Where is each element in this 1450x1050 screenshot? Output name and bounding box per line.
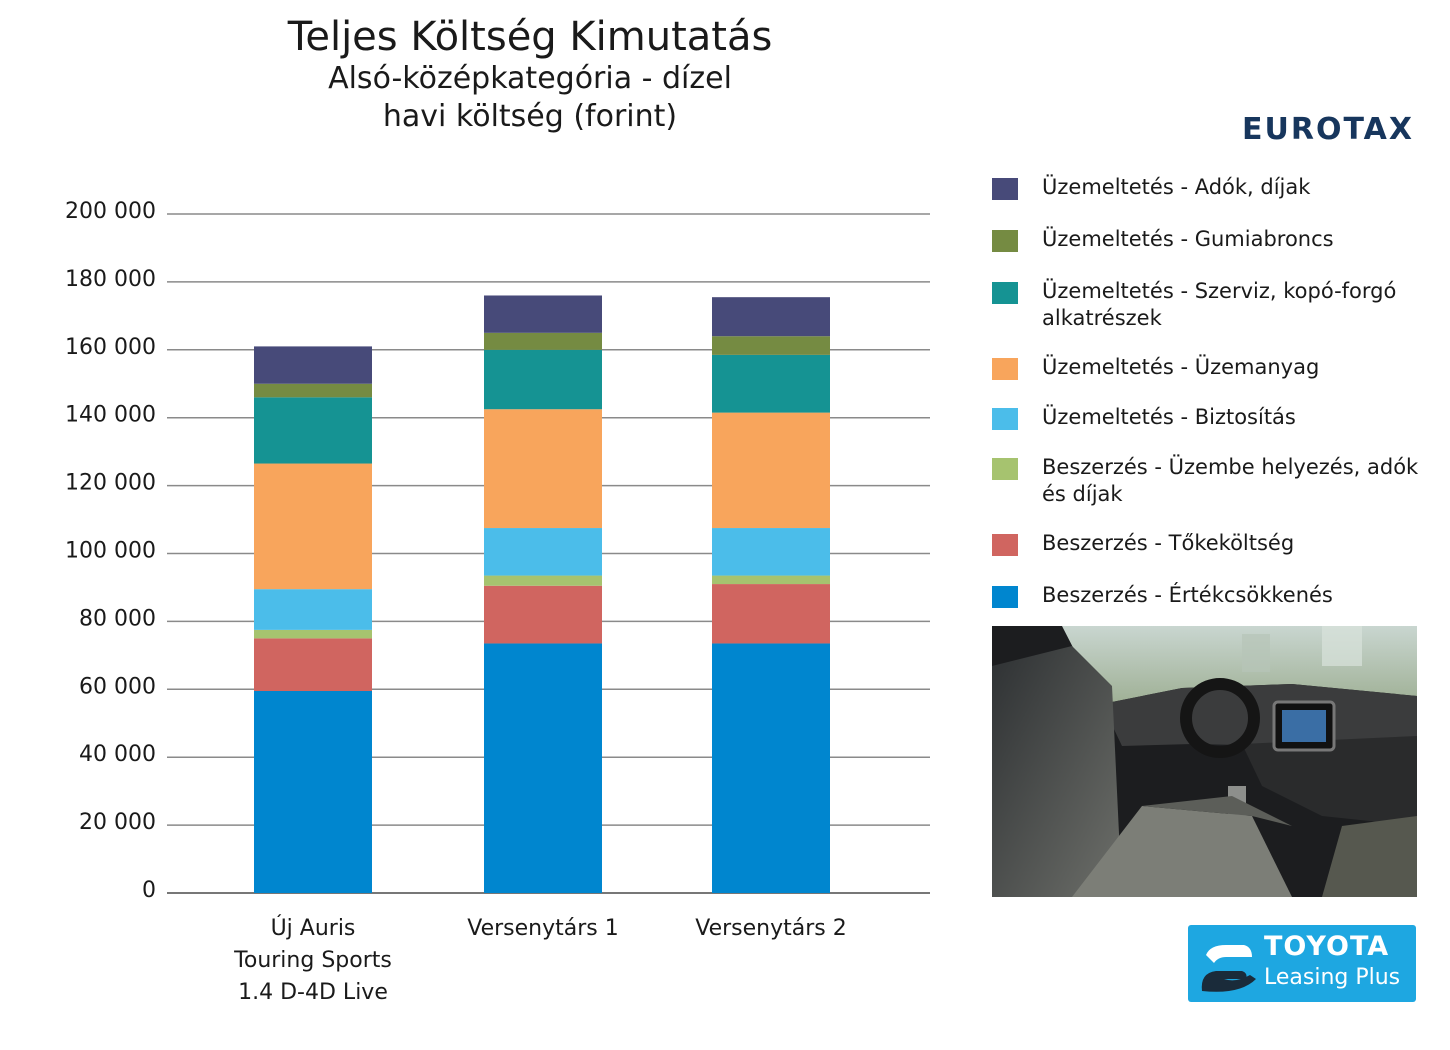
y-tick-label: 60 000 xyxy=(79,674,156,699)
leasing-plus-wordmark: Leasing Plus xyxy=(1264,965,1401,990)
legend-swatch xyxy=(992,534,1018,556)
hand-car-icon xyxy=(1201,945,1256,992)
bar-segment xyxy=(254,690,372,893)
y-tick-label: 200 000 xyxy=(65,199,156,224)
legend-item: Üzemeltetés - Adók, díjak xyxy=(992,174,1422,201)
bar-segment xyxy=(254,463,372,590)
bar-segment xyxy=(254,589,372,630)
legend-item: Beszerzés - Üzembe helyezés, adók és díj… xyxy=(992,454,1422,508)
stacked-bar-chart: 0 20 000 40 000 60 000 80 000 100 000 120 000 1… xyxy=(65,199,930,1005)
bar-segment xyxy=(484,528,602,576)
legend-label: Üzemeltetés - Üzemanyag xyxy=(1042,355,1320,379)
bar-segment xyxy=(254,638,372,691)
bar-segment xyxy=(484,409,602,529)
legend-label: Üzemeltetés - Adók, díjak xyxy=(1042,175,1311,199)
legend-label: Beszerzés - Tőkeköltség xyxy=(1042,531,1295,555)
y-tick-label: 80 000 xyxy=(79,606,156,631)
x-category-label-line: 1.4 D-4D Live xyxy=(238,980,388,1005)
y-tick-label: 140 000 xyxy=(65,403,156,428)
legend-label: Üzemeltetés - Biztosítás xyxy=(1042,405,1296,429)
legend-label: Beszerzés - Üzembe helyezés, adók és díj… xyxy=(1042,455,1419,506)
legend-item: Üzemeltetés - Szerviz, kopó-forgó alkatr… xyxy=(992,278,1422,332)
bar-segment xyxy=(254,629,372,639)
y-tick-label: 120 000 xyxy=(65,471,156,496)
y-tick-label: 100 000 xyxy=(65,539,156,564)
bar-segment xyxy=(712,584,830,644)
legend-item: Üzemeltetés - Gumiabroncs xyxy=(992,226,1422,253)
legend-swatch xyxy=(992,458,1018,480)
bar-segment xyxy=(254,346,372,384)
legend-item: Beszerzés - Tőkeköltség xyxy=(992,530,1422,557)
bar-segment xyxy=(484,349,602,410)
x-category-label-line: Touring Sports xyxy=(233,948,392,973)
bar-segment xyxy=(712,643,830,893)
legend-swatch xyxy=(992,178,1018,200)
bar-segment xyxy=(712,354,830,413)
bar-segment xyxy=(484,295,602,333)
x-category-label-line: Versenytárs 1 xyxy=(467,916,619,941)
bar-segment xyxy=(484,585,602,644)
legend-item: Beszerzés - Értékcsökkenés xyxy=(992,582,1422,609)
eurotax-logo: EUROTAX xyxy=(1242,112,1414,147)
bar-segment xyxy=(484,643,602,893)
legend-item: Üzemeltetés - Üzemanyag xyxy=(992,354,1422,381)
bar-segment xyxy=(254,383,372,398)
legend-swatch xyxy=(992,408,1018,430)
chart-subtitle-category: Alsó-középkategória - dízel xyxy=(328,61,732,96)
toyota-wordmark: TOYOTA xyxy=(1264,931,1390,962)
bar-segment xyxy=(254,397,372,464)
x-category-label: Versenytárs 1 xyxy=(467,916,619,941)
legend-label: Üzemeltetés - Szerviz, kopó-forgó alkatr… xyxy=(1042,279,1397,330)
y-tick-label: 180 000 xyxy=(65,267,156,292)
y-tick-label: 20 000 xyxy=(79,810,156,835)
toyota-leasing-plus-logo: TOYOTA Leasing Plus xyxy=(1188,925,1416,1002)
bar-segment xyxy=(712,297,830,337)
car-interior-image xyxy=(992,626,1417,897)
legend-label: Beszerzés - Értékcsökkenés xyxy=(1042,583,1333,607)
bar-segment xyxy=(484,575,602,586)
y-tick-label: 160 000 xyxy=(65,335,156,360)
bar-segment xyxy=(712,412,830,529)
x-category-label-line: Versenytárs 2 xyxy=(695,916,847,941)
chart-subtitle-unit: havi költség (forint) xyxy=(382,99,678,134)
chart-title: Teljes Költség Kimutatás xyxy=(287,14,773,60)
legend-swatch xyxy=(992,586,1018,608)
x-category-label-line: Új Auris xyxy=(271,915,356,941)
legend-swatch xyxy=(992,282,1018,304)
legend-swatch xyxy=(992,358,1018,380)
bar-segment xyxy=(484,332,602,350)
y-tick-label: 40 000 xyxy=(79,742,156,767)
legend-item: Üzemeltetés - Biztosítás xyxy=(992,404,1422,431)
x-category-label: Versenytárs 2 xyxy=(695,916,847,941)
y-tick-label: 0 xyxy=(142,878,156,903)
chart-titles: Teljes Költség Kimutatás Alsó-középkateg… xyxy=(230,14,830,136)
bar-segment xyxy=(712,336,830,355)
bar-segment xyxy=(712,575,830,585)
legend-label: Üzemeltetés - Gumiabroncs xyxy=(1042,227,1334,251)
legend-swatch xyxy=(992,230,1018,252)
bar-segment xyxy=(712,528,830,576)
x-category-label: Új Auris Touring Sports 1.4 D-4D Live xyxy=(233,915,392,1005)
